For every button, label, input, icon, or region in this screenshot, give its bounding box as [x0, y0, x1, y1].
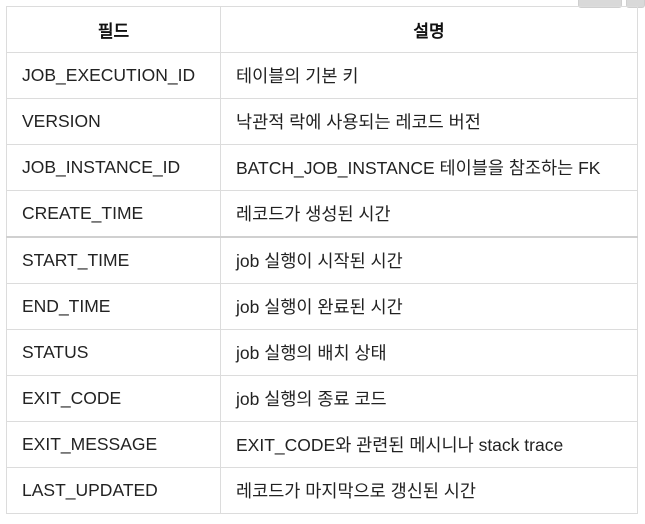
field-description: 낙관적 락에 사용되는 레코드 버전	[220, 98, 638, 145]
header-description: 설명	[220, 6, 638, 53]
field-name: JOB_INSTANCE_ID	[6, 144, 221, 191]
field-name: EXIT_CODE	[6, 375, 221, 422]
header-field: 필드	[6, 6, 221, 53]
field-name: JOB_EXECUTION_ID	[6, 52, 221, 99]
table-row: JOB_INSTANCE_ID BATCH_JOB_INSTANCE 테이블을 …	[6, 144, 638, 191]
schema-table: 필드 설명 JOB_EXECUTION_ID 테이블의 기본 키 VERSION…	[6, 6, 638, 514]
field-description: BATCH_JOB_INSTANCE 테이블을 참조하는 FK	[220, 144, 638, 191]
field-name: VERSION	[6, 98, 221, 145]
table-row: LAST_UPDATED 레코드가 마지막으로 갱신된 시간	[6, 467, 638, 514]
table-row: STATUS job 실행의 배치 상태	[6, 329, 638, 376]
field-description: job 실행의 종료 코드	[220, 375, 638, 422]
table-row: CREATE_TIME 레코드가 생성된 시간	[6, 190, 638, 238]
field-name: LAST_UPDATED	[6, 467, 221, 514]
field-name: EXIT_MESSAGE	[6, 421, 221, 468]
field-description: job 실행이 완료된 시간	[220, 283, 638, 330]
table-row: START_TIME job 실행이 시작된 시간	[6, 236, 638, 284]
field-name: CREATE_TIME	[6, 190, 221, 238]
field-name: START_TIME	[6, 236, 221, 284]
field-name: END_TIME	[6, 283, 221, 330]
field-description: EXIT_CODE와 관련된 메시니나 stack trace	[220, 421, 638, 468]
table-row: EXIT_CODE job 실행의 종료 코드	[6, 375, 638, 422]
table-row: END_TIME job 실행이 완료된 시간	[6, 283, 638, 330]
field-description: job 실행이 시작된 시간	[220, 236, 638, 284]
header-row: 필드 설명	[6, 6, 638, 53]
field-description: 레코드가 생성된 시간	[220, 190, 638, 238]
table-row: EXIT_MESSAGE EXIT_CODE와 관련된 메시니나 stack t…	[6, 421, 638, 468]
table-row: JOB_EXECUTION_ID 테이블의 기본 키	[6, 52, 638, 99]
table-row: VERSION 낙관적 락에 사용되는 레코드 버전	[6, 98, 638, 145]
field-description: 테이블의 기본 키	[220, 52, 638, 99]
field-description: 레코드가 마지막으로 갱신된 시간	[220, 467, 638, 514]
field-name: STATUS	[6, 329, 221, 376]
field-description: job 실행의 배치 상태	[220, 329, 638, 376]
